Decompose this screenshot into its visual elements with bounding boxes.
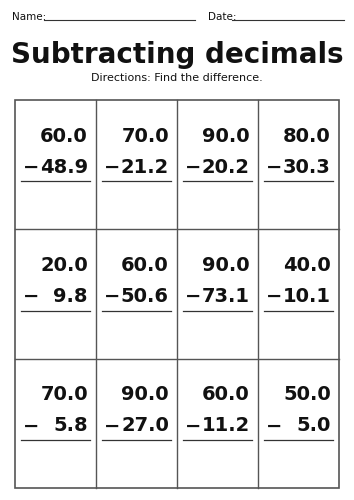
- Text: Name:: Name:: [12, 12, 46, 22]
- Text: Date:: Date:: [208, 12, 236, 22]
- Text: 60.0: 60.0: [40, 126, 88, 146]
- Text: 90.0: 90.0: [202, 256, 250, 275]
- Text: 27.0: 27.0: [121, 416, 169, 436]
- Text: −: −: [23, 287, 40, 306]
- Text: −: −: [266, 287, 282, 306]
- Text: 5.8: 5.8: [53, 416, 88, 436]
- Text: −: −: [185, 158, 201, 177]
- Text: 11.2: 11.2: [202, 416, 250, 436]
- Text: 21.2: 21.2: [121, 158, 169, 177]
- Text: −: −: [23, 158, 40, 177]
- Text: −: −: [104, 158, 120, 177]
- Text: 5.0: 5.0: [297, 416, 331, 436]
- Text: 48.9: 48.9: [40, 158, 88, 177]
- Text: −: −: [266, 158, 282, 177]
- Text: −: −: [104, 416, 120, 436]
- Text: 90.0: 90.0: [202, 126, 250, 146]
- Text: −: −: [23, 416, 40, 436]
- Text: 60.0: 60.0: [202, 386, 250, 404]
- Text: 50.0: 50.0: [283, 386, 331, 404]
- Text: 10.1: 10.1: [283, 287, 331, 306]
- Text: 70.0: 70.0: [40, 386, 88, 404]
- Text: Subtracting decimals: Subtracting decimals: [11, 41, 343, 69]
- Text: 70.0: 70.0: [121, 126, 169, 146]
- Text: 73.1: 73.1: [202, 287, 250, 306]
- Text: 20.2: 20.2: [202, 158, 250, 177]
- Text: 30.3: 30.3: [283, 158, 331, 177]
- Text: 50.6: 50.6: [121, 287, 169, 306]
- Text: 40.0: 40.0: [283, 256, 331, 275]
- Text: 90.0: 90.0: [121, 386, 169, 404]
- Bar: [15, 100, 339, 488]
- Text: 80.0: 80.0: [283, 126, 331, 146]
- Text: Directions: Find the difference.: Directions: Find the difference.: [91, 73, 263, 83]
- Text: −: −: [185, 416, 201, 436]
- Text: 60.0: 60.0: [121, 256, 169, 275]
- Text: −: −: [266, 416, 282, 436]
- Text: 9.8: 9.8: [53, 287, 88, 306]
- Text: −: −: [185, 287, 201, 306]
- Text: 20.0: 20.0: [40, 256, 88, 275]
- Text: −: −: [104, 287, 120, 306]
